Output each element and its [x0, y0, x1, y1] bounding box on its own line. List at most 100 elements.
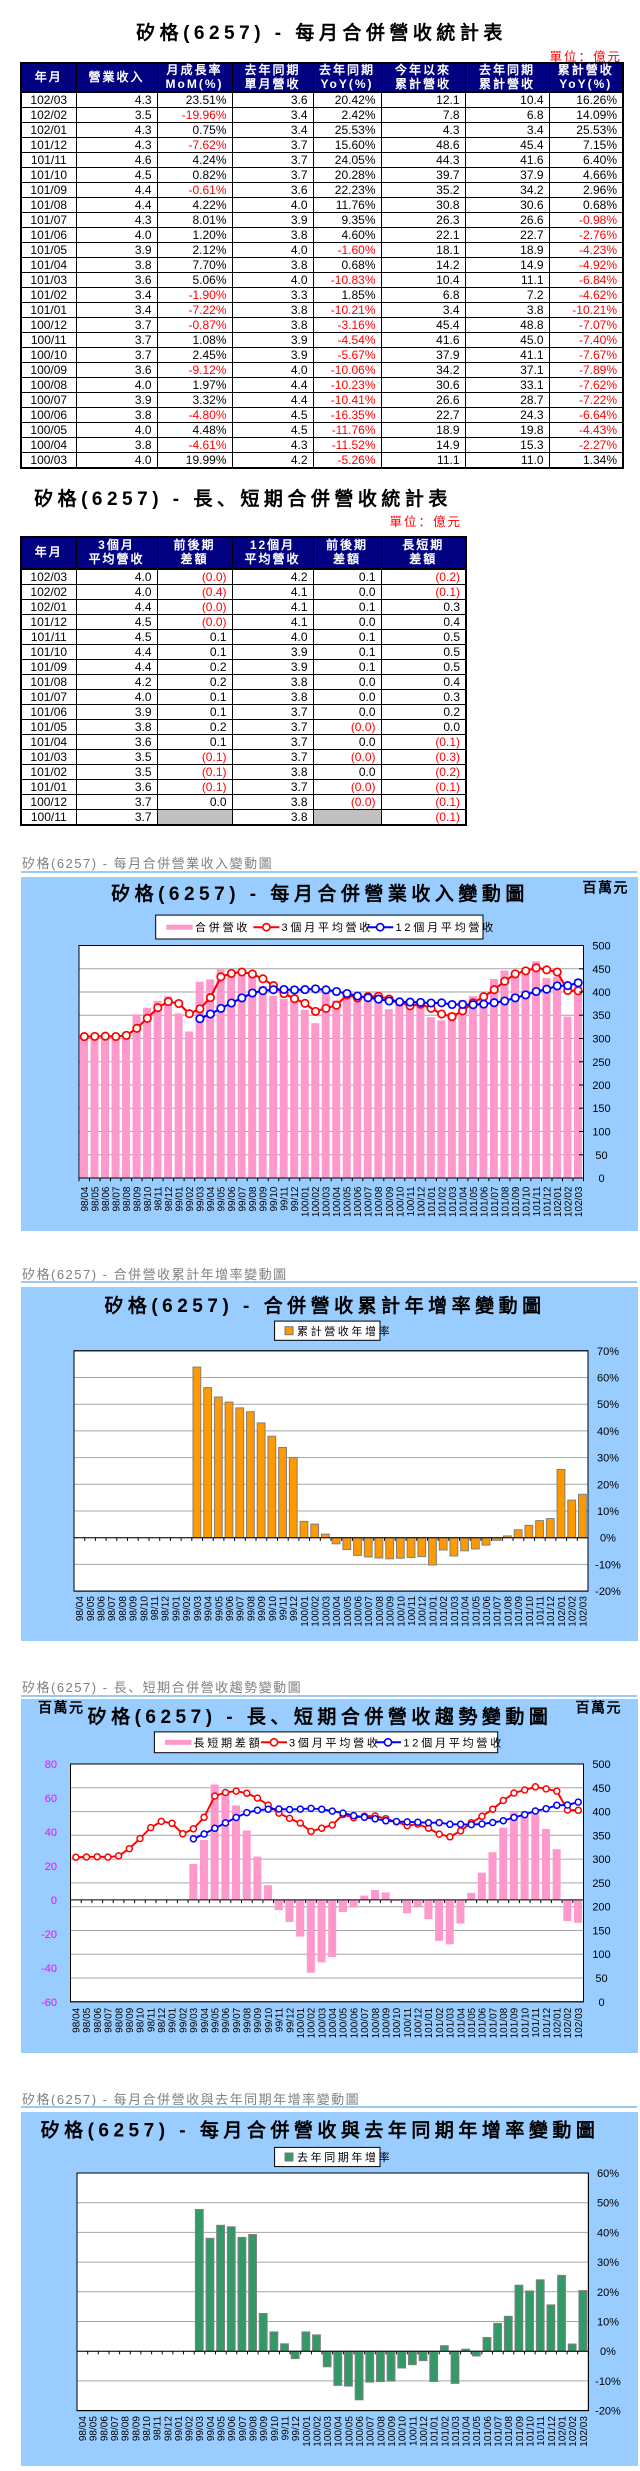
- svg-text:400: 400: [592, 1807, 610, 1819]
- svg-text:98/07: 98/07: [112, 1186, 123, 1211]
- svg-text:101/06: 101/06: [479, 1186, 490, 1217]
- svg-text:98/08: 98/08: [118, 1596, 129, 1621]
- svg-text:98/04: 98/04: [72, 2007, 83, 2032]
- svg-text:100/03: 100/03: [322, 1186, 333, 1217]
- svg-text:100/06: 100/06: [349, 2007, 360, 2038]
- svg-text:100/04: 100/04: [332, 1186, 343, 1217]
- svg-text:99/04: 99/04: [200, 2007, 211, 2032]
- svg-text:100/02: 100/02: [312, 2416, 323, 2447]
- svg-text:50: 50: [595, 1150, 607, 1162]
- svg-text:250: 250: [592, 1057, 610, 1069]
- svg-text:200: 200: [592, 1902, 610, 1914]
- svg-text:矽格(6257) - 每月合併營收與去年同期年增率變動圖: 矽格(6257) - 每月合併營收與去年同期年增率變動圖: [41, 2119, 600, 2142]
- svg-text:100/12: 100/12: [414, 2007, 425, 2038]
- svg-text:100/05: 100/05: [343, 1596, 354, 1627]
- svg-text:合併營收: 合併營收: [195, 920, 250, 934]
- svg-text:101/11: 101/11: [532, 1186, 543, 1216]
- svg-text:99/03: 99/03: [195, 2416, 206, 2441]
- svg-text:102/02: 102/02: [568, 1596, 579, 1627]
- svg-text:100/10: 100/10: [392, 2007, 403, 2038]
- svg-text:102/02: 102/02: [563, 1186, 574, 1217]
- svg-text:101/09: 101/09: [510, 2007, 521, 2038]
- svg-text:101/04: 101/04: [462, 2416, 473, 2447]
- svg-text:100/04: 100/04: [332, 1596, 343, 1627]
- svg-text:100/01: 100/01: [302, 2416, 313, 2447]
- svg-text:矽格(6257) - 每月合併營業收入變動圖: 矽格(6257) - 每月合併營業收入變動圖: [111, 882, 529, 905]
- svg-text:100/08: 100/08: [376, 2416, 387, 2447]
- svg-text:98/10: 98/10: [142, 2416, 153, 2441]
- svg-text:-10%: -10%: [595, 1559, 621, 1571]
- svg-text:101/10: 101/10: [525, 1596, 536, 1627]
- svg-text:0: 0: [598, 1997, 604, 2009]
- svg-text:101/02: 101/02: [435, 2007, 446, 2038]
- svg-text:101/08: 101/08: [503, 1596, 514, 1627]
- svg-text:99/07: 99/07: [232, 2007, 243, 2032]
- svg-text:矽格(6257) - 合併營收累計年增率變動圖: 矽格(6257) - 合併營收累計年增率變動圖: [104, 1294, 545, 1317]
- svg-text:50%: 50%: [597, 1399, 619, 1411]
- svg-text:百萬元: 百萬元: [583, 880, 630, 896]
- svg-text:101/04: 101/04: [461, 1596, 472, 1627]
- svg-text:99/02: 99/02: [185, 1186, 196, 1211]
- svg-text:350: 350: [592, 1830, 610, 1842]
- svg-text:-20: -20: [41, 1929, 57, 1941]
- svg-text:101/06: 101/06: [478, 2007, 489, 2038]
- svg-text:40%: 40%: [597, 2227, 619, 2239]
- svg-text:60%: 60%: [597, 1373, 619, 1385]
- svg-text:101/02: 101/02: [439, 1596, 450, 1627]
- svg-text:100/08: 100/08: [375, 1596, 386, 1627]
- svg-text:99/05: 99/05: [214, 1596, 225, 1621]
- svg-text:100/11: 100/11: [406, 1186, 417, 1216]
- svg-text:99/03: 99/03: [189, 2007, 200, 2032]
- svg-text:200: 200: [592, 1080, 610, 1092]
- svg-text:101/12: 101/12: [546, 1596, 557, 1627]
- svg-text:99/05: 99/05: [217, 2416, 228, 2441]
- svg-text:98/07: 98/07: [104, 2007, 115, 2032]
- svg-text:98/07: 98/07: [107, 1596, 118, 1621]
- svg-text:99/11: 99/11: [280, 1186, 291, 1211]
- svg-text:101/05: 101/05: [472, 2416, 483, 2447]
- svg-text:98/08: 98/08: [122, 1186, 133, 1211]
- svg-text:99/07: 99/07: [238, 2416, 249, 2441]
- svg-text:300: 300: [592, 1034, 610, 1046]
- svg-text:100/09: 100/09: [386, 1596, 397, 1627]
- svg-text:99/10: 99/10: [270, 2416, 281, 2441]
- svg-text:10%: 10%: [597, 2317, 619, 2329]
- svg-text:百萬元: 百萬元: [576, 1700, 623, 1716]
- svg-text:20%: 20%: [597, 2287, 619, 2299]
- svg-text:101/12: 101/12: [542, 1186, 553, 1217]
- svg-text:98/05: 98/05: [89, 2416, 100, 2441]
- svg-text:100/06: 100/06: [355, 2416, 366, 2447]
- svg-text:150: 150: [592, 1926, 610, 1938]
- svg-text:長短期差額: 長短期差額: [194, 1735, 263, 1749]
- svg-text:20%: 20%: [597, 1479, 619, 1491]
- svg-text:100/06: 100/06: [353, 1186, 364, 1217]
- svg-text:99/12: 99/12: [285, 2007, 296, 2032]
- svg-text:101/10: 101/10: [526, 2416, 537, 2447]
- svg-text:101/07: 101/07: [494, 2416, 505, 2447]
- svg-text:101/06: 101/06: [483, 2416, 494, 2447]
- svg-text:101/01: 101/01: [428, 1596, 439, 1627]
- svg-text:101/12: 101/12: [547, 2416, 558, 2447]
- svg-text:101/07: 101/07: [493, 1596, 504, 1627]
- svg-text:101/08: 101/08: [500, 1186, 511, 1217]
- svg-text:98/09: 98/09: [125, 2007, 136, 2032]
- svg-text:102/01: 102/01: [557, 1596, 568, 1627]
- svg-text:矽格(6257) - 長、短期合併營收趨勢變動圖: 矽格(6257) - 長、短期合併營收趨勢變動圖: [88, 1705, 553, 1728]
- svg-text:100/02: 100/02: [307, 2007, 318, 2038]
- svg-text:99/09: 99/09: [259, 2416, 270, 2441]
- svg-text:500: 500: [592, 941, 610, 953]
- svg-text:98/09: 98/09: [133, 1186, 144, 1211]
- svg-text:70%: 70%: [597, 1346, 619, 1358]
- svg-text:102/03: 102/03: [574, 1186, 585, 1217]
- svg-text:101/05: 101/05: [471, 1596, 482, 1627]
- svg-text:99/10: 99/10: [269, 1186, 280, 1211]
- svg-text:98/12: 98/12: [157, 2007, 168, 2032]
- svg-text:300: 300: [592, 1854, 610, 1866]
- svg-text:99/11: 99/11: [279, 1596, 290, 1621]
- svg-text:3個月平均營收: 3個月平均營收: [289, 1735, 381, 1749]
- svg-text:100: 100: [592, 1949, 610, 1961]
- svg-text:101/07: 101/07: [488, 2007, 499, 2038]
- svg-text:98/12: 98/12: [164, 1186, 175, 1211]
- svg-text:99/09: 99/09: [259, 1186, 270, 1211]
- svg-text:101/09: 101/09: [515, 2416, 526, 2447]
